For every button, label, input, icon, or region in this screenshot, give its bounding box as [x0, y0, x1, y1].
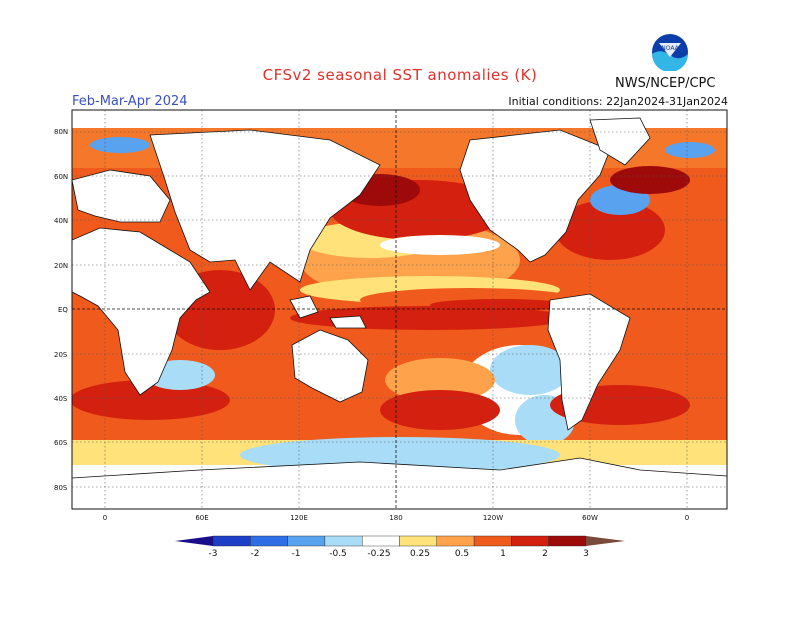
colorbar-label: -2 [251, 549, 260, 559]
lon-label: 0 [685, 514, 689, 522]
lat-label: 40N [54, 217, 68, 225]
colorbar-label: 2 [542, 549, 548, 559]
lon-label: 0 [103, 514, 107, 522]
lat-label: EQ [58, 306, 68, 314]
greenland-land [589, 117, 651, 166]
lat-label: 80S [54, 484, 68, 492]
colorbar-swatch [362, 535, 400, 547]
colorbar-label: 0.25 [410, 549, 430, 559]
colorbar-swatch [212, 535, 251, 547]
colorbar-label: -1 [292, 549, 301, 559]
lon-label: 120E [290, 514, 308, 522]
newguinea-land [329, 315, 367, 329]
lon-label: 120W [483, 514, 503, 522]
colorbar-swatch [399, 535, 437, 547]
colorbar-left-arrow [175, 536, 213, 546]
lon-label: 60E [195, 514, 208, 522]
noaa-logo: NOAA [652, 34, 688, 71]
colorbar-label: 3 [583, 549, 589, 559]
colorbar-swatch [324, 535, 363, 547]
lat-label: 20N [54, 262, 68, 270]
asia-land [149, 129, 381, 291]
lon-axis-labels: 0 60E 120E 180 120W 60W 0 [103, 514, 689, 522]
borneo-land [289, 295, 319, 319]
lat-axis-labels: 80N 60N 40N 20N EQ 20S 40S 60S 80S [54, 128, 68, 492]
colorbar-label: -0.5 [329, 549, 347, 559]
grid-lines [72, 110, 727, 509]
initial-conditions: Initial conditions: 22Jan2024-31Jan2024 [508, 95, 728, 108]
colorbar-label: -3 [209, 549, 218, 559]
colorbar: -3 -2 -1 -0.5 -0.25 0.25 0.5 1 2 3 [175, 535, 625, 559]
south-america-land [547, 293, 631, 431]
colorbar-swatch [436, 535, 475, 547]
africa-land [72, 227, 211, 396]
colorbar-label: 0.5 [455, 549, 469, 559]
colorbar-swatch [548, 535, 587, 547]
colorbar-swatch [287, 535, 326, 547]
lon-label: 180 [389, 514, 402, 522]
antarctica-land [72, 457, 727, 509]
colorbar-swatch [250, 535, 288, 547]
map-frame [71, 109, 728, 510]
europe-land [72, 169, 171, 223]
colorbar-label: -0.25 [367, 549, 390, 559]
lat-label: 60N [54, 173, 68, 181]
reference-lines [72, 110, 727, 509]
land-masses [72, 117, 727, 509]
colorbar-swatch [511, 535, 549, 547]
lat-label: 20S [54, 351, 68, 359]
lon-label: 60W [582, 514, 598, 522]
season-label: Feb-Mar-Apr 2024 [72, 94, 188, 109]
map-title: CFSv2 seasonal SST anomalies (K) [262, 66, 538, 84]
colorbar-right-arrow [586, 536, 625, 546]
lat-label: 80N [54, 128, 68, 136]
lat-label: 40S [54, 395, 68, 403]
logo-text: NOAA [661, 45, 679, 52]
colorbar-swatch [473, 535, 512, 547]
australia-land [291, 329, 369, 403]
colorbar-label: 1 [500, 549, 506, 559]
agency-label: NWS/NCEP/CPC [615, 76, 716, 91]
lat-label: 60S [54, 439, 68, 447]
